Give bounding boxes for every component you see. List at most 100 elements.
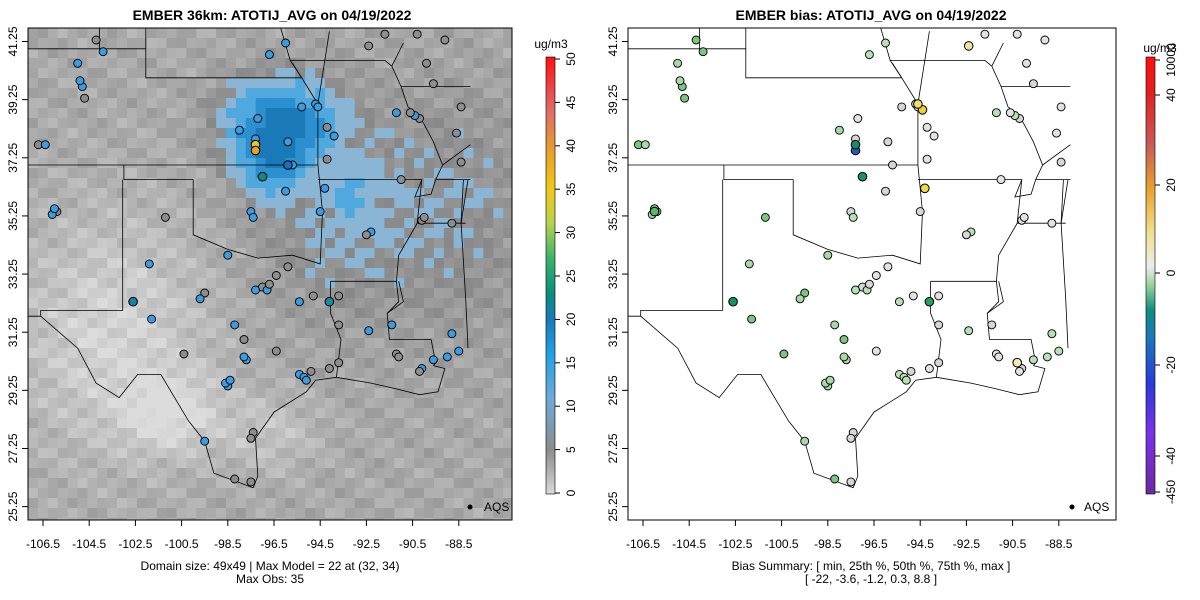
grid-cell xyxy=(513,348,523,359)
grid-cell xyxy=(235,498,247,509)
grid-cell xyxy=(285,428,296,439)
grid-cell xyxy=(216,388,227,399)
colorbar-tick-label: 40 xyxy=(564,139,578,153)
grid-cell xyxy=(503,328,512,339)
grid-cell xyxy=(305,418,316,429)
grid-cell xyxy=(344,258,356,269)
grid-cell xyxy=(117,158,128,169)
grid-cell xyxy=(77,88,88,99)
grid-cell xyxy=(226,468,237,479)
grid-cell xyxy=(196,308,207,319)
grid-cell xyxy=(344,248,356,259)
grid-cell xyxy=(216,468,227,479)
grid-cell xyxy=(443,418,455,429)
grid-cell xyxy=(235,168,247,179)
grid-cell xyxy=(156,308,168,319)
grid-cell xyxy=(493,388,504,399)
grid-cell xyxy=(28,248,39,259)
state-boundary xyxy=(917,31,930,105)
grid-cell xyxy=(136,158,148,169)
grid-cell xyxy=(176,88,187,99)
bias-point xyxy=(698,47,708,57)
grid-cell xyxy=(117,518,128,520)
grid-cell xyxy=(513,68,523,79)
grid-cell xyxy=(394,388,405,399)
grid-cell xyxy=(483,158,494,169)
grid-cell xyxy=(354,148,366,159)
grid-cell xyxy=(473,128,484,139)
grid-cell xyxy=(57,338,69,349)
grid-cell xyxy=(384,398,395,409)
grid-cell xyxy=(334,178,346,189)
grid-cell xyxy=(87,508,98,519)
grid-cell xyxy=(463,508,474,519)
grid-cell xyxy=(265,338,276,349)
grid-cell xyxy=(503,58,512,69)
right-legend-marker xyxy=(1069,504,1075,510)
grid-cell xyxy=(344,498,356,509)
grid-cell xyxy=(295,468,306,479)
bias-point xyxy=(888,160,897,170)
grid-cell xyxy=(77,48,88,59)
grid-cell xyxy=(97,188,108,199)
grid-cell xyxy=(473,158,484,169)
grid-cell xyxy=(77,288,88,299)
grid-cell xyxy=(216,348,227,359)
grid-cell xyxy=(77,388,88,399)
grid-cell xyxy=(37,168,49,179)
grid-cell xyxy=(265,58,276,69)
grid-cell xyxy=(374,378,385,389)
grid-cell xyxy=(255,88,267,99)
grid-cell xyxy=(87,78,98,89)
grid-cell xyxy=(295,288,306,299)
grid-cell xyxy=(107,158,118,169)
grid-cell xyxy=(107,178,118,189)
grid-cell xyxy=(394,58,405,69)
grid-cell xyxy=(196,388,207,399)
grid-cell xyxy=(493,348,504,359)
grid-cell xyxy=(57,288,69,299)
grid-cell xyxy=(57,148,69,159)
grid-cell xyxy=(47,358,59,369)
grid-cell xyxy=(414,268,425,279)
grid-cell xyxy=(77,238,88,249)
grid-cell xyxy=(107,28,118,39)
bias-point xyxy=(961,230,971,240)
grid-cell xyxy=(107,198,118,209)
grid-cell xyxy=(364,88,375,99)
grid-cell xyxy=(196,298,207,309)
grid-cell xyxy=(473,198,484,209)
grid-cell xyxy=(37,318,49,329)
grid-cell xyxy=(146,238,158,249)
right-legend-label: AQS xyxy=(1084,500,1109,514)
grid-cell xyxy=(176,448,187,459)
grid-cell xyxy=(245,458,257,469)
grid-cell xyxy=(37,228,49,239)
grid-cell xyxy=(305,428,316,439)
grid-cell xyxy=(354,338,366,349)
grid-cell xyxy=(176,188,187,199)
grid-cell xyxy=(166,438,177,449)
grid-cell xyxy=(354,488,366,499)
grid-cell xyxy=(364,248,375,259)
grid-cell xyxy=(394,288,405,299)
grid-cell xyxy=(364,308,375,319)
grid-cell xyxy=(127,308,138,319)
obs-point xyxy=(334,291,344,301)
grid-cell xyxy=(226,168,237,179)
grid-cell xyxy=(196,248,207,259)
grid-cell xyxy=(503,168,512,179)
grid-cell xyxy=(384,58,395,69)
grid-cell xyxy=(285,488,296,499)
grid-cell xyxy=(414,168,425,179)
grid-cell xyxy=(216,438,227,449)
grid-cell xyxy=(265,468,276,479)
grid-cell xyxy=(136,148,148,159)
grid-cell xyxy=(245,178,257,189)
grid-cell xyxy=(57,78,69,89)
grid-cell xyxy=(493,338,504,349)
grid-cell xyxy=(453,268,465,279)
bias-point xyxy=(922,154,932,164)
grid-cell xyxy=(285,78,296,89)
right-colorbar xyxy=(1145,56,1156,495)
